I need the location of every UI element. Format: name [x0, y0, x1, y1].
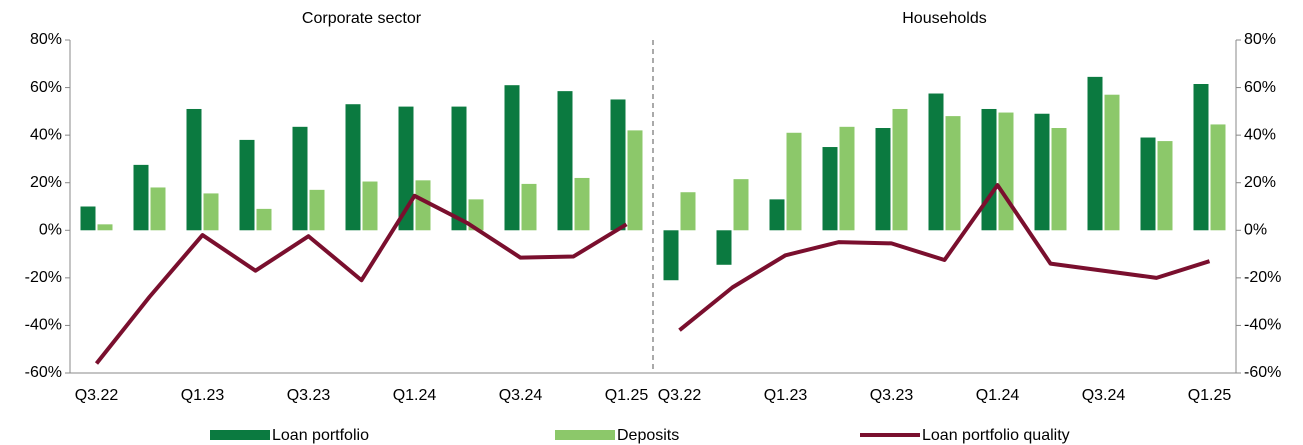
bar	[504, 85, 520, 231]
y-tick-label: 40%	[1244, 126, 1276, 143]
x-tick-label: Q3.23	[287, 387, 331, 404]
y-tick-label: -40%	[1244, 317, 1281, 334]
bar	[786, 132, 802, 231]
y-tick-label: 0%	[1244, 222, 1267, 239]
x-tick-label: Q1.25	[605, 387, 649, 404]
bar	[309, 189, 325, 231]
quality-line	[678, 183, 1211, 332]
legend-label: Loan portfolio quality	[922, 427, 1070, 444]
bar	[292, 126, 308, 231]
x-tick-label: Q3.22	[75, 387, 119, 404]
bar	[875, 128, 891, 231]
legend-swatch	[210, 430, 270, 440]
bar	[203, 193, 219, 231]
bar	[574, 177, 590, 231]
bar	[1087, 76, 1103, 231]
x-tick-label: Q3.23	[870, 387, 914, 404]
x-tick-label: Q3.24	[499, 387, 543, 404]
bar	[1157, 141, 1173, 231]
bar	[150, 187, 166, 231]
bar	[398, 106, 414, 231]
bar	[256, 208, 272, 231]
y-tick-label: -60%	[25, 364, 62, 381]
bar	[892, 108, 908, 231]
x-tick-label: Q1.24	[393, 387, 437, 404]
y-tick-label: 20%	[30, 174, 62, 191]
bar	[1140, 137, 1156, 231]
bar	[80, 206, 96, 231]
y-tick-label: -20%	[25, 269, 62, 286]
bar	[239, 139, 255, 231]
bar	[345, 104, 361, 231]
y-tick-label: 0%	[39, 222, 62, 239]
x-tick-label: Q3.22	[658, 387, 702, 404]
quality-line	[94, 193, 628, 365]
x-tick-label: Q3.24	[1082, 387, 1126, 404]
panel-title: Households	[902, 10, 987, 27]
x-tick-label: Q1.24	[976, 387, 1020, 404]
y-tick-label: 40%	[30, 126, 62, 143]
y-tick-label: 20%	[1244, 174, 1276, 191]
bar	[1210, 124, 1226, 231]
y-tick-label: -60%	[1244, 364, 1281, 381]
bar	[186, 108, 202, 231]
bar	[998, 112, 1014, 231]
bar	[1104, 94, 1120, 231]
bar	[945, 116, 961, 231]
bar	[627, 130, 643, 231]
x-tick-label: Q1.25	[1188, 387, 1232, 404]
bar	[97, 224, 113, 231]
bar	[716, 230, 732, 265]
y-tick-label: 60%	[30, 79, 62, 96]
bar	[468, 199, 484, 231]
bar	[1193, 84, 1209, 231]
bar	[680, 192, 696, 231]
bar	[981, 108, 997, 231]
bar	[839, 126, 855, 231]
bar	[663, 230, 679, 281]
x-tick-label: Q1.23	[764, 387, 808, 404]
y-tick-label: 80%	[1244, 31, 1276, 48]
bar	[769, 199, 785, 231]
bar	[928, 93, 944, 231]
bar	[822, 147, 838, 231]
bar	[1034, 113, 1050, 231]
legend-label: Deposits	[617, 427, 679, 444]
bar	[415, 180, 431, 231]
bar	[1051, 128, 1067, 231]
x-tick-label: Q1.23	[181, 387, 225, 404]
bar	[610, 99, 626, 231]
y-tick-label: 80%	[30, 31, 62, 48]
y-tick-label: 60%	[1244, 79, 1276, 96]
y-tick-label: -40%	[25, 317, 62, 334]
bar	[521, 183, 537, 231]
bar	[557, 91, 573, 231]
legend-label: Loan portfolio	[272, 427, 369, 444]
bar	[133, 164, 149, 231]
bar	[451, 106, 467, 231]
y-tick-label: -20%	[1244, 269, 1281, 286]
legend-swatch	[555, 430, 615, 440]
panel-title: Corporate sector	[302, 10, 422, 27]
bar	[362, 181, 378, 231]
bar	[733, 179, 749, 231]
